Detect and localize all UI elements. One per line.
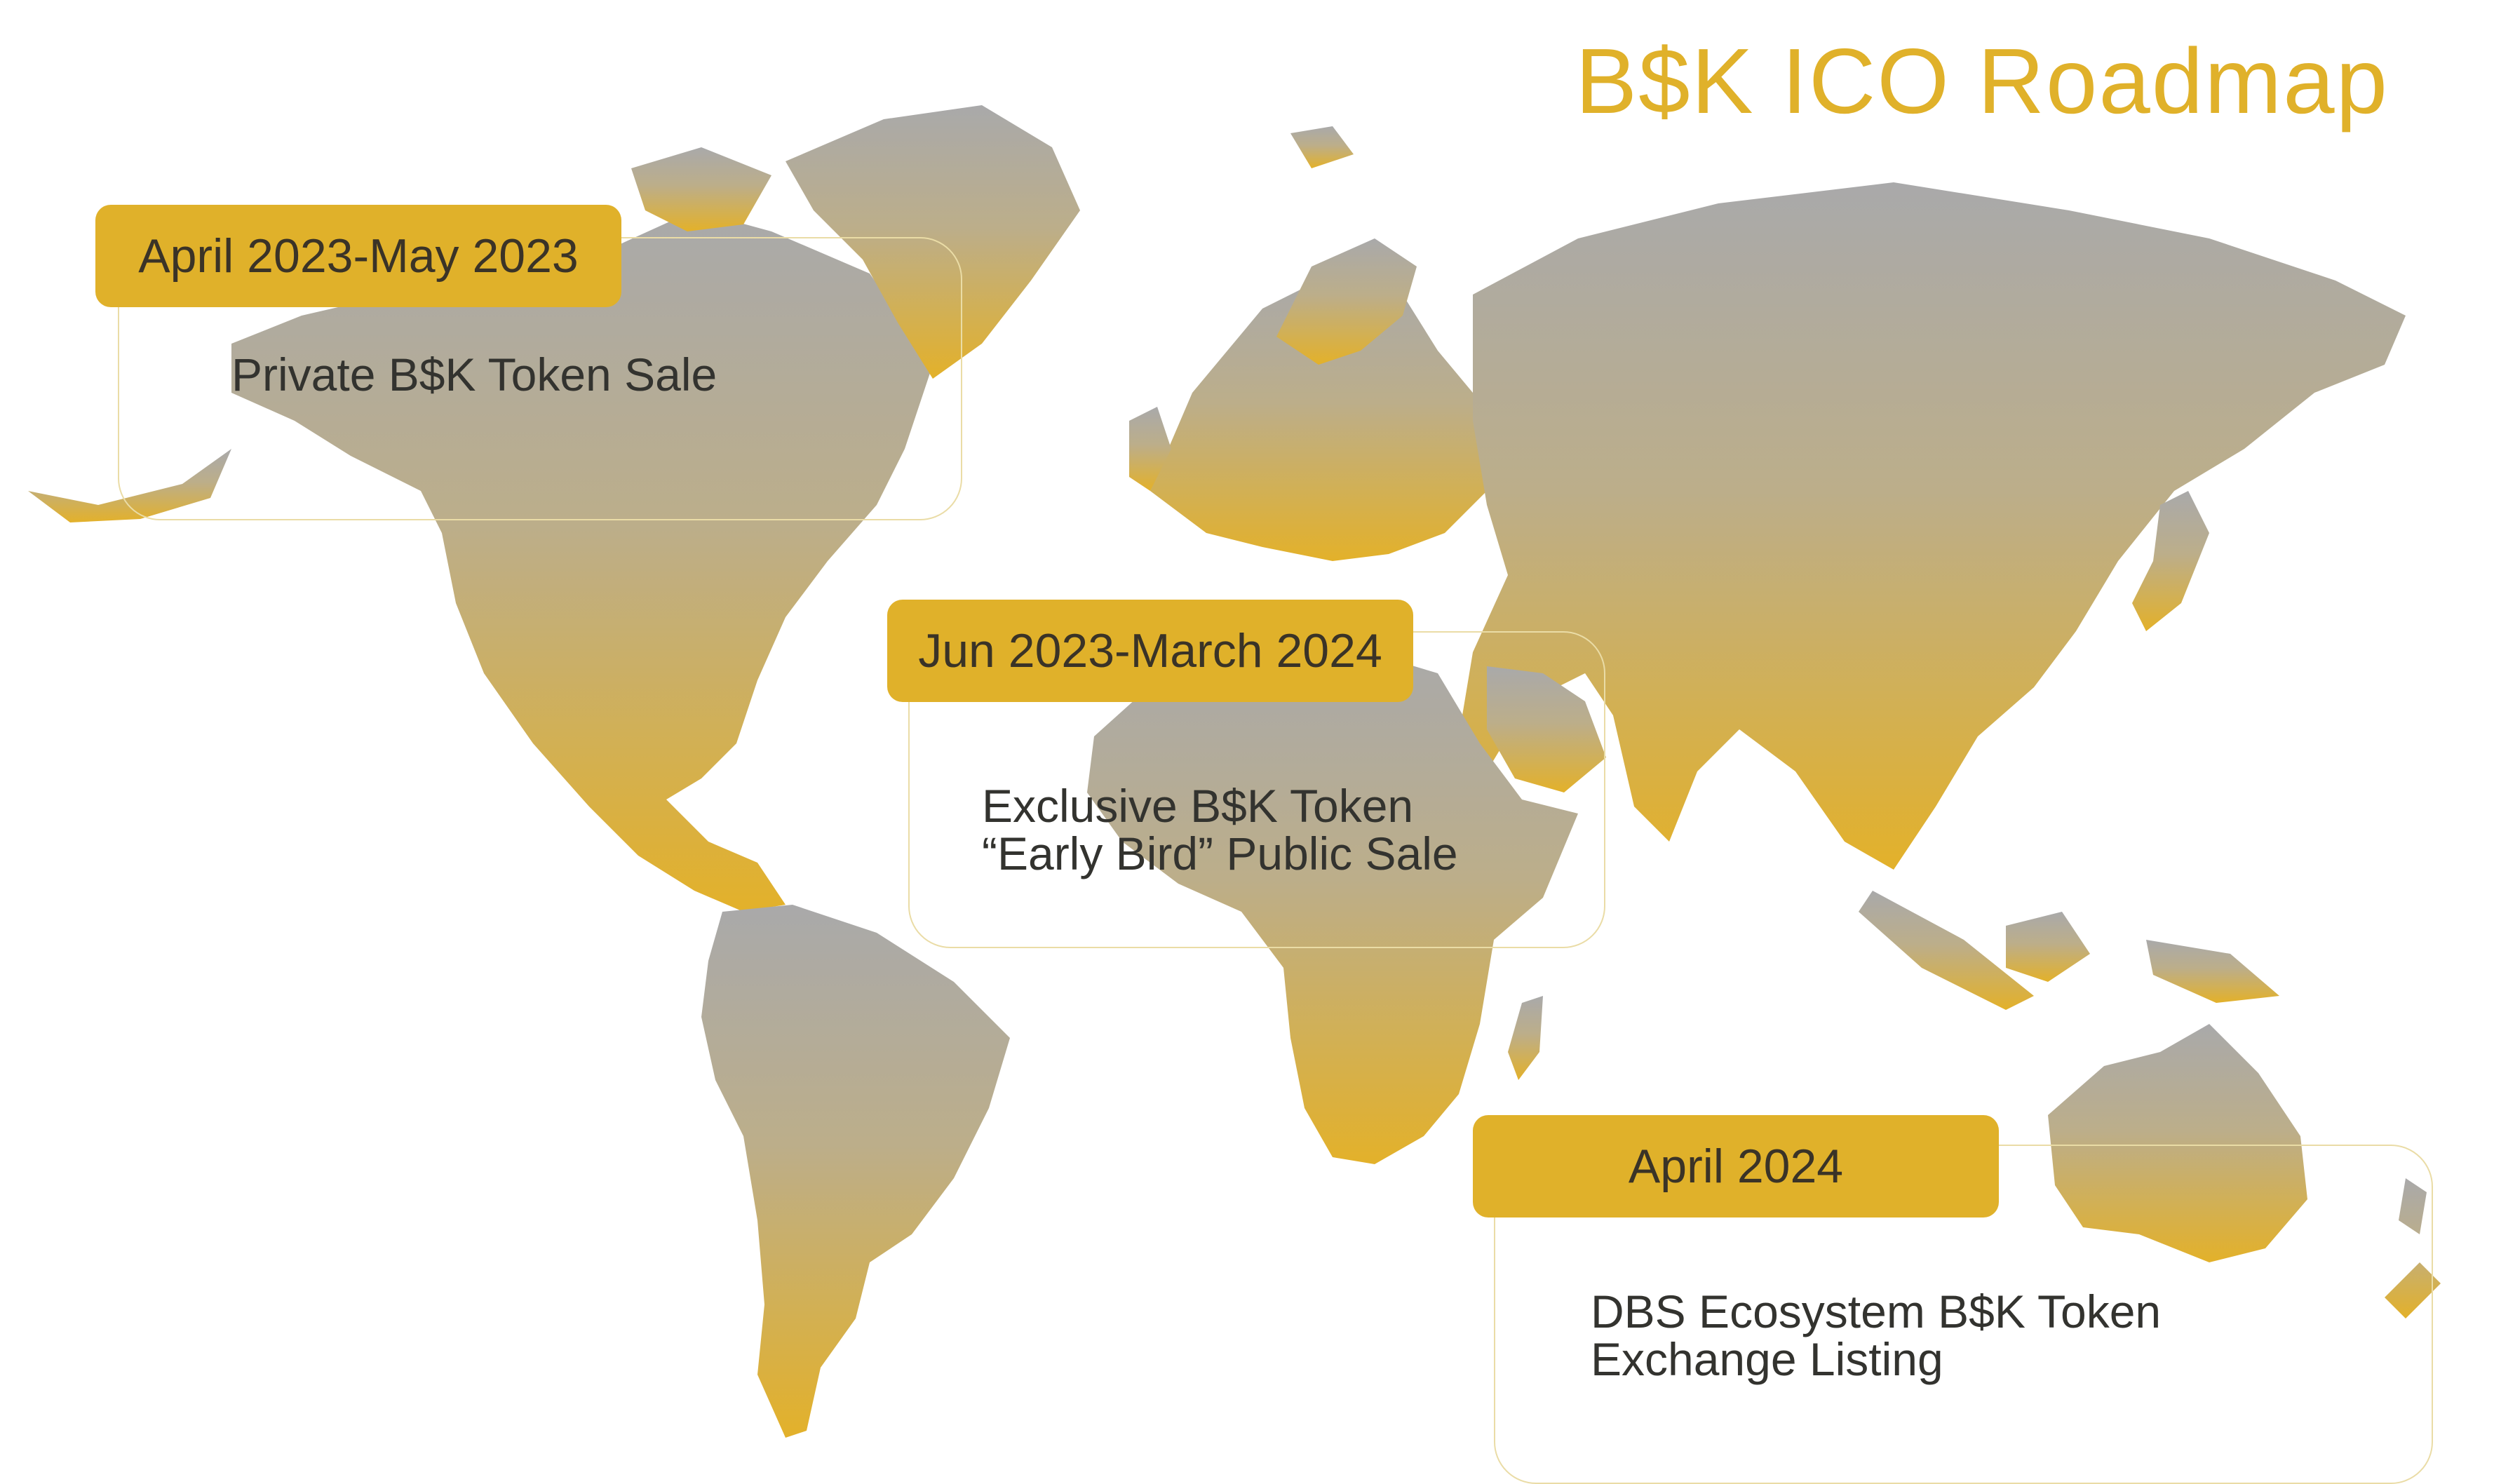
iceland-island: [1290, 126, 1354, 168]
milestone-description-3: DBS Ecosystem B$K Token Exchange Listing: [1591, 1286, 2162, 1385]
alaska-peninsula: [28, 449, 231, 522]
scandinavia-landmass: [1276, 238, 1417, 365]
southeast-asia-islands: [1859, 891, 2034, 1010]
madagascar-island: [1508, 996, 1543, 1080]
milestone-description-2: Exclusive B$K Token “Early Bird” Public …: [982, 780, 1458, 879]
milestone-date-badge-2: Jun 2023-March 2024: [887, 600, 1413, 702]
page-title: B$K ICO Roadmap: [1575, 29, 2389, 133]
british-isles: [1129, 407, 1171, 491]
arctic-islands: [631, 147, 771, 231]
japan-islands: [2132, 491, 2209, 631]
milestone-date-badge-1: April 2023-May 2023: [95, 205, 621, 307]
asia-landmass: [1459, 182, 2406, 870]
new-guinea-island: [2146, 940, 2279, 1003]
europe-landmass: [1150, 274, 1508, 561]
milestone-date-badge-3: April 2024: [1473, 1115, 1999, 1217]
arabia-landmass: [1487, 666, 1606, 792]
new-zealand-islands: [2385, 1178, 2441, 1318]
africa-landmass: [1087, 645, 1578, 1164]
south-america-landmass: [701, 905, 1010, 1438]
australia-landmass: [2048, 1024, 2307, 1262]
north-america-landmass: [231, 210, 933, 912]
milestone-description-1: Private B$K Token Sale: [231, 349, 717, 400]
borneo-island: [2006, 912, 2090, 982]
